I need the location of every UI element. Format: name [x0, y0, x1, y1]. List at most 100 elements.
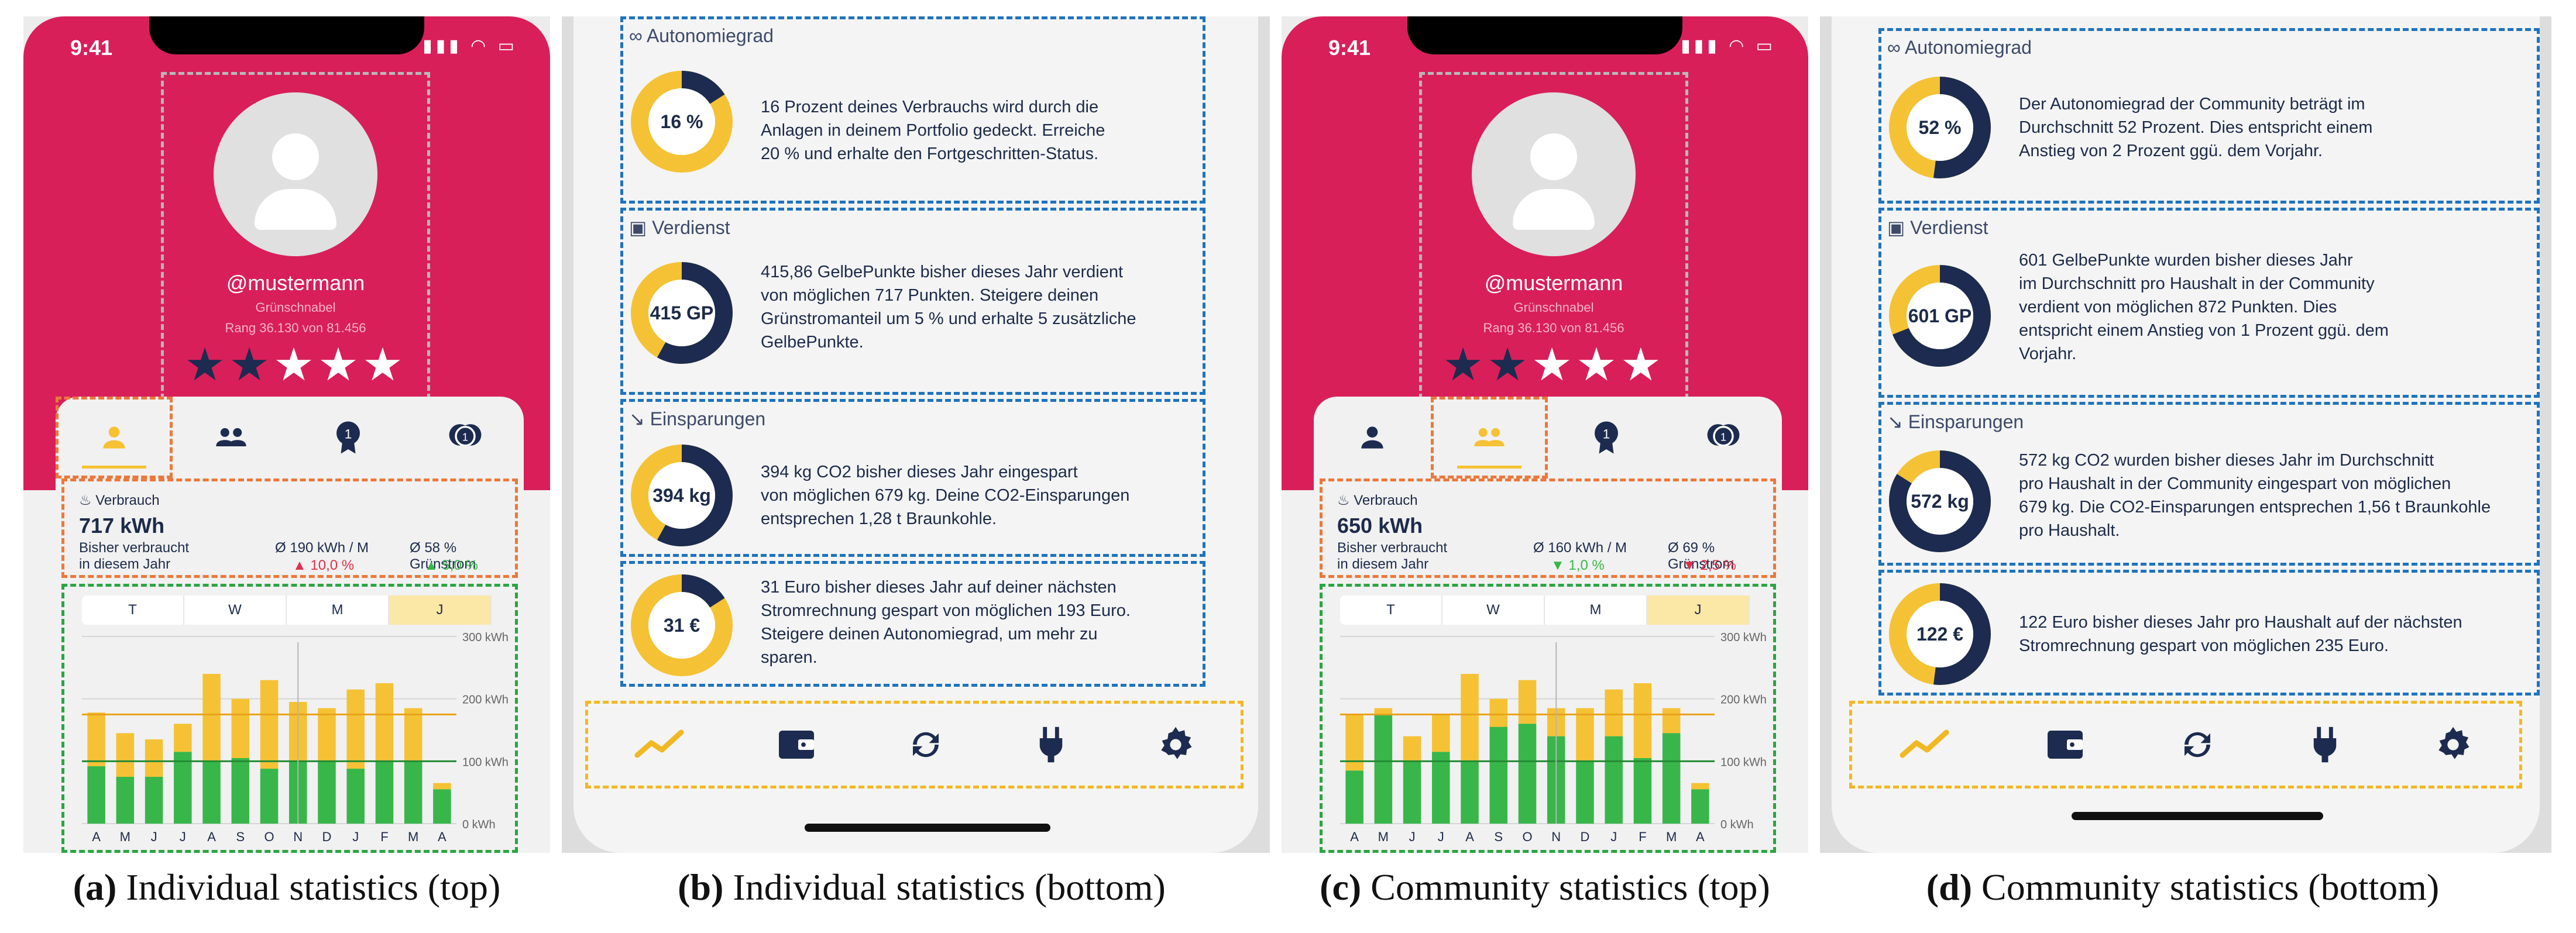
bar-green[interactable] — [1374, 714, 1393, 824]
bar-total[interactable] — [145, 739, 163, 777]
bar-green[interactable] — [231, 758, 250, 824]
bar-total[interactable] — [1518, 680, 1537, 724]
caption-b: (b) Individual statistics (bottom) — [678, 866, 1166, 908]
tab-community[interactable] — [173, 397, 290, 478]
bar-total[interactable] — [1374, 708, 1393, 715]
period-year[interactable]: J — [389, 595, 492, 625]
consumption-value: 717 kWh — [79, 514, 165, 538]
bar-total[interactable] — [1432, 714, 1450, 752]
bar-total[interactable] — [346, 689, 365, 769]
bar-total[interactable] — [1691, 783, 1709, 790]
bar-green[interactable] — [174, 752, 192, 824]
tab-medal[interactable]: 1 — [290, 397, 407, 478]
bar-green[interactable] — [1662, 733, 1681, 824]
tab-badges[interactable]: 1 — [1665, 397, 1782, 478]
plug-icon[interactable] — [1036, 725, 1066, 764]
bar-green[interactable] — [433, 789, 451, 824]
bar-total[interactable] — [1633, 683, 1652, 758]
wallet-icon: ▣ — [629, 217, 652, 238]
gear-icon[interactable] — [2434, 725, 2472, 764]
donut-center — [1907, 601, 1973, 667]
period-day[interactable]: T — [82, 595, 184, 625]
tab-badges[interactable]: 1 — [407, 397, 524, 478]
bar-green[interactable] — [404, 761, 423, 824]
bar-green[interactable] — [1461, 761, 1479, 824]
x-tick-label: A — [1696, 829, 1705, 844]
bar-total[interactable] — [1576, 708, 1594, 762]
bar-total[interactable] — [375, 683, 394, 762]
bar-green[interactable] — [145, 777, 163, 824]
bar-total[interactable] — [202, 674, 221, 762]
period-week[interactable]: W — [184, 595, 287, 625]
bar-green[interactable] — [1633, 758, 1652, 824]
x-tick-label: J — [151, 829, 157, 844]
bar-total[interactable] — [433, 783, 451, 790]
x-tick-label: M — [1378, 829, 1389, 844]
bar-green[interactable] — [1576, 761, 1594, 824]
bar-green[interactable] — [116, 777, 135, 824]
tab-individual[interactable] — [1314, 397, 1431, 478]
bar-total[interactable] — [1461, 674, 1479, 762]
caption-c: (c) Community statistics (top) — [1320, 866, 1770, 908]
period-month[interactable]: M — [287, 595, 389, 625]
chart-line-icon[interactable] — [634, 727, 686, 762]
statistics-tabs: 1 1 — [56, 397, 524, 478]
bar-green[interactable] — [346, 769, 365, 824]
tab-individual[interactable] — [56, 397, 173, 478]
avatar[interactable] — [214, 92, 377, 256]
donut-center — [1907, 283, 1973, 349]
bar-green[interactable] — [1691, 789, 1709, 824]
bar-total[interactable] — [260, 680, 279, 769]
bar-green[interactable] — [1403, 761, 1421, 824]
user-icon — [1361, 426, 1383, 449]
bar-total[interactable] — [231, 698, 250, 758]
bar-green[interactable] — [260, 769, 279, 824]
tab-medal[interactable]: 1 — [1548, 397, 1665, 478]
wallet-icon[interactable] — [777, 727, 816, 762]
bar-green[interactable] — [202, 761, 221, 824]
star-icon: ★ — [273, 339, 318, 390]
bar-green[interactable] — [1518, 724, 1537, 824]
phone-screen: ∞ Autonomiegrad 16 % 16 Prozent deines V… — [573, 16, 1258, 853]
period-week[interactable]: W — [1442, 595, 1545, 625]
sync-icon[interactable] — [906, 725, 945, 764]
x-tick-label: J — [352, 829, 359, 844]
period-month[interactable]: M — [1545, 595, 1647, 625]
chart-line-icon[interactable] — [1899, 727, 1952, 762]
bar-total[interactable] — [1489, 698, 1508, 727]
period-day[interactable]: T — [1340, 595, 1442, 625]
bar-green[interactable] — [375, 761, 394, 824]
period-year[interactable]: J — [1647, 595, 1750, 625]
bar-green[interactable] — [1605, 736, 1623, 824]
tab-community[interactable] — [1431, 397, 1548, 478]
avatar[interactable] — [1472, 92, 1636, 256]
gear-icon[interactable] — [1156, 725, 1195, 764]
donut-center — [648, 462, 715, 529]
flame-icon: ♨ — [79, 493, 96, 508]
sync-icon[interactable] — [2178, 725, 2217, 764]
monthly-average: Ø 160 kWh / M — [1533, 540, 1627, 556]
bar-total[interactable] — [318, 708, 336, 762]
x-tick-label: A — [207, 829, 216, 844]
bar-green[interactable] — [87, 766, 105, 824]
bar-green[interactable] — [1432, 752, 1450, 824]
rank-title: Grünschnabel — [1513, 300, 1594, 315]
donut-center — [1907, 468, 1973, 535]
wallet-icon[interactable] — [2046, 727, 2084, 762]
bar-total[interactable] — [1403, 736, 1421, 762]
plug-icon[interactable] — [2310, 725, 2340, 764]
infinity-icon: ∞ — [1887, 37, 1905, 58]
bar-total[interactable] — [174, 724, 192, 752]
bar-total[interactable] — [404, 708, 423, 762]
bar-total[interactable] — [1345, 714, 1363, 771]
bar-total[interactable] — [116, 733, 135, 777]
bar-total[interactable] — [1605, 689, 1623, 736]
svg-text:1: 1 — [1720, 431, 1726, 443]
money-donut: 31 € — [631, 574, 733, 676]
bar-green[interactable] — [1345, 770, 1363, 824]
bar-green[interactable] — [318, 761, 336, 824]
bar-total[interactable] — [1662, 708, 1681, 734]
bar-green[interactable] — [1489, 727, 1508, 824]
money-card: 31 € 31 Euro bisher dieses Jahr auf dein… — [620, 561, 1205, 687]
bar-total[interactable] — [87, 712, 105, 766]
